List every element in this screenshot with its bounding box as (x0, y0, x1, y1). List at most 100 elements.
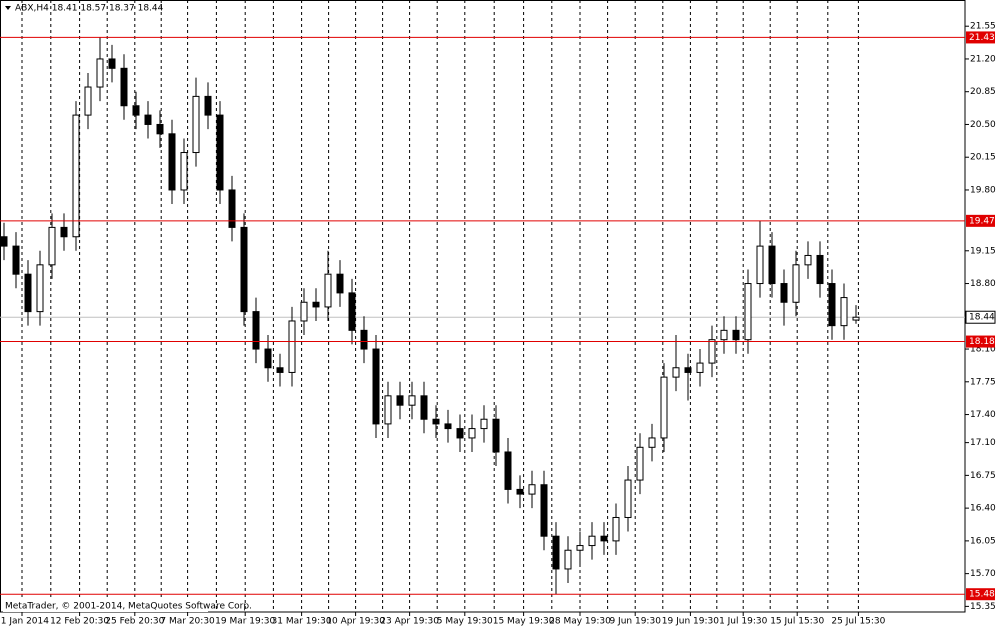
candle-body (132, 105, 140, 116)
candle-body (756, 245, 764, 285)
x-tick-label: 31 Jan 2014 (0, 617, 49, 627)
x-tick-label: 19 Mar 19:30 (215, 617, 275, 627)
plot-frame (0, 0, 966, 613)
candle-body (648, 437, 656, 448)
candle-body (60, 226, 68, 238)
candle-body (360, 329, 368, 350)
candle-body (240, 226, 248, 313)
candle-body (636, 446, 644, 481)
candle-body (852, 316, 860, 321)
candle-body (348, 292, 356, 331)
candle-body (456, 428, 464, 439)
x-tick-label: 15 May 19:30 (493, 617, 555, 627)
candle-body (144, 114, 152, 125)
y-tick-label: 20.50 (970, 120, 996, 130)
y-tick-label: 15.35 (970, 602, 996, 612)
x-tick-label: 12 Feb 20:30 (50, 617, 109, 627)
y-tick-label: 16.05 (970, 536, 996, 546)
candle-body (540, 484, 548, 537)
x-tick-label: 25 Feb 20:30 (105, 617, 164, 627)
candle-body (792, 264, 800, 303)
level-label-box (966, 335, 995, 348)
candle-body (180, 152, 188, 191)
footer-bg (3, 600, 208, 612)
x-tick-label: 23 Apr 19:30 (380, 617, 439, 627)
candle-body (684, 367, 692, 373)
candle-body (36, 264, 44, 313)
candle-body (504, 451, 512, 490)
x-tick-label: 1 Jul 19:30 (719, 617, 768, 627)
candle-body (408, 395, 416, 406)
candle-body (384, 395, 392, 425)
candle-body (168, 133, 176, 191)
x-tick-label: 19 Jun 19:30 (662, 617, 719, 627)
candle-body (768, 245, 776, 285)
candle-body (204, 95, 212, 116)
candle-body (564, 549, 572, 570)
y-tick-label: 17.40 (970, 410, 996, 420)
candle-body (120, 67, 128, 107)
level-label-box (966, 31, 995, 44)
candle-body (732, 329, 740, 341)
chart-title: ABX,H4 18.41 18.57 18.37 18.44 (15, 4, 164, 14)
level-label: 19.47 (969, 216, 995, 226)
candle-body (84, 86, 92, 116)
y-tick-label: 19.15 (970, 246, 996, 256)
candle-body (156, 123, 164, 135)
candle-body (0, 236, 8, 247)
x-tick-label: 5 May 19:30 (437, 617, 493, 627)
candle-body (468, 428, 476, 439)
candle-body (228, 189, 236, 228)
candle-body (696, 362, 704, 373)
candle-body (72, 114, 80, 238)
candle-body (396, 395, 404, 406)
y-tick-label: 17.75 (970, 377, 996, 387)
candle-body (816, 254, 824, 285)
candle-body (96, 58, 104, 88)
candle-body (300, 301, 308, 322)
level-label-box (966, 588, 995, 601)
candle-body (324, 273, 332, 308)
candle-body (588, 535, 596, 547)
x-tick-label: 28 May 19:30 (549, 617, 611, 627)
candle-body (660, 376, 668, 439)
candle-body (804, 254, 812, 266)
candle-body (432, 418, 440, 425)
candle-body (264, 348, 272, 369)
candle-body (528, 484, 536, 495)
y-tick-label: 16.40 (970, 504, 996, 514)
candle-body (708, 339, 716, 364)
candle-body (48, 226, 56, 266)
candle-body (612, 516, 620, 542)
y-tick-label: 15.70 (970, 569, 996, 579)
candle-body (444, 423, 452, 430)
candle-body (12, 245, 20, 275)
candle-body (840, 297, 848, 327)
y-tick-label: 18.80 (970, 279, 996, 289)
candle-body (420, 395, 428, 420)
y-tick-label: 16.75 (970, 471, 996, 481)
y-tick-label: 21.20 (970, 54, 996, 64)
candle-body (744, 283, 752, 341)
x-tick-label: 25 Jul 15:30 (831, 617, 885, 627)
candle-body (252, 311, 260, 350)
candle-body (624, 479, 632, 518)
candle-body (552, 535, 560, 570)
x-tick-label: 7 Mar 20:30 (160, 617, 215, 627)
collapse-icon[interactable] (5, 6, 11, 10)
x-tick-label: 10 Apr 19:30 (326, 617, 385, 627)
candle-body (480, 418, 488, 430)
candle-body (492, 418, 500, 453)
level-label: 15.48 (969, 590, 995, 600)
candle-body (600, 535, 608, 542)
candle-body (216, 114, 224, 191)
candle-body (108, 58, 116, 69)
y-tick-label: 18.10 (970, 345, 996, 355)
last-price-box (965, 310, 996, 324)
candle-body (372, 348, 380, 425)
y-tick-label: 20.85 (970, 87, 996, 97)
x-tick-label: 9 Jun 19:30 (609, 617, 661, 627)
candle-body (516, 488, 524, 495)
x-tick-label: 15 Jul 15:30 (770, 617, 824, 627)
